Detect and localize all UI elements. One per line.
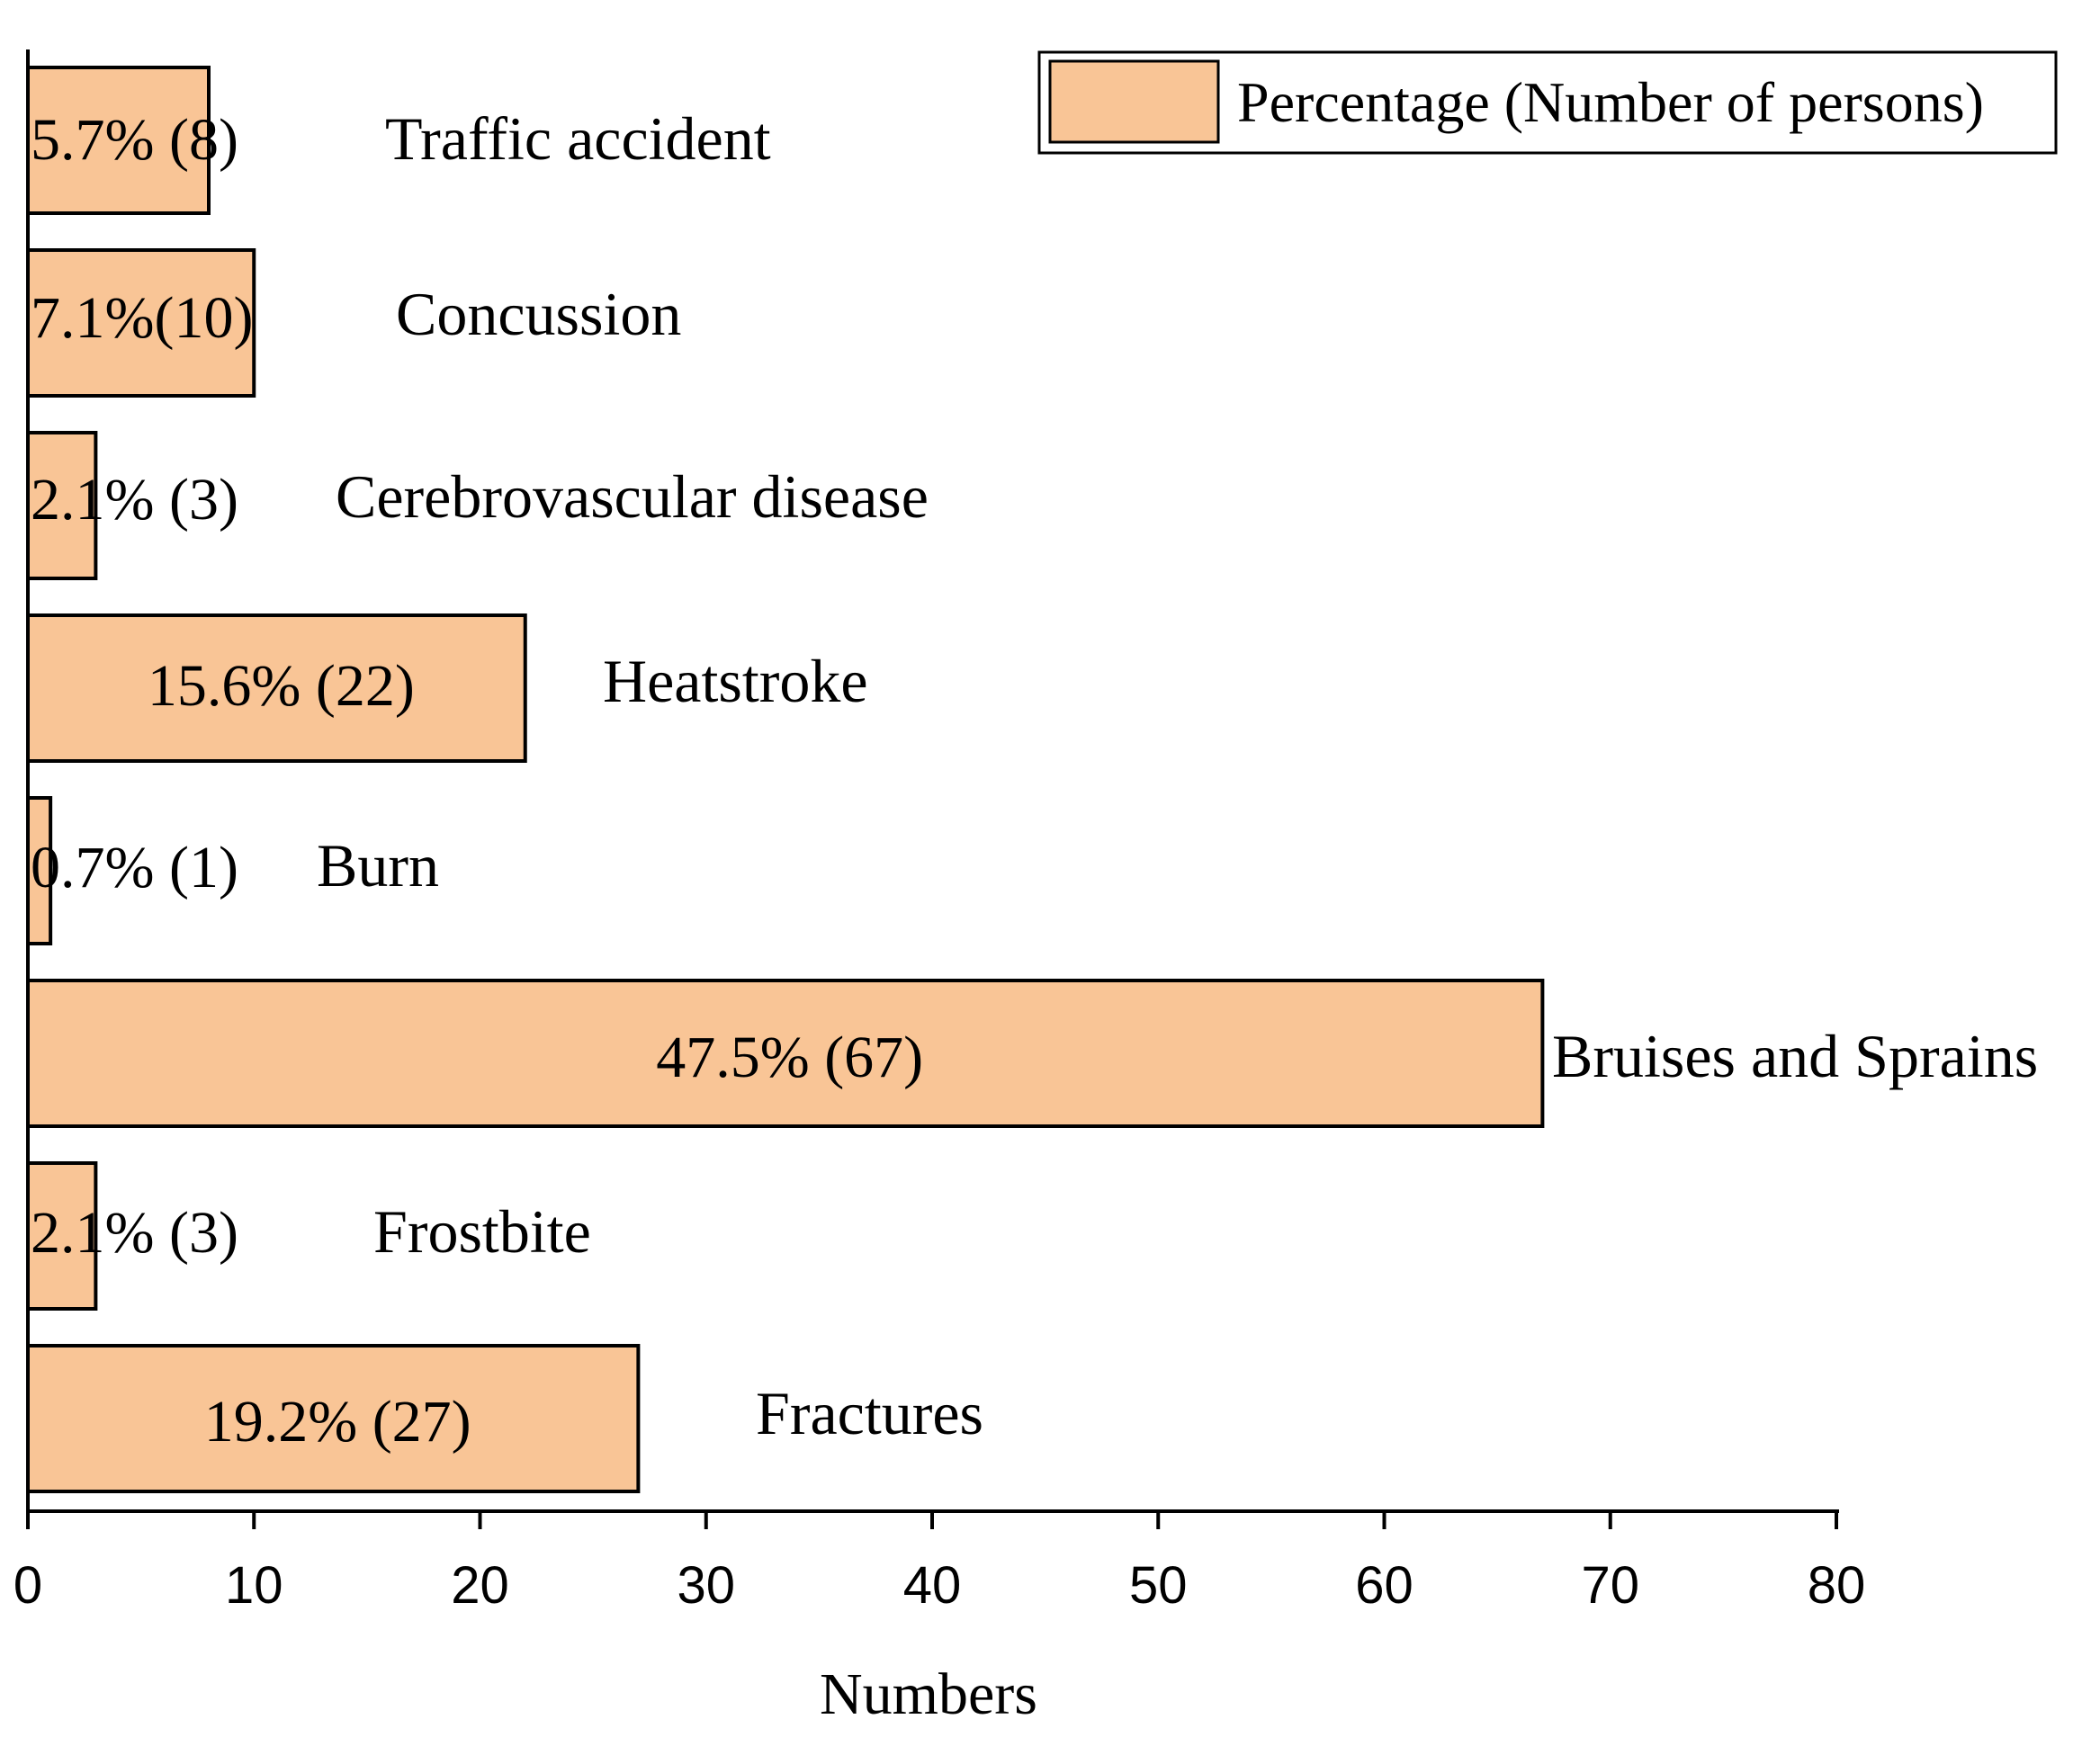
category-label: Concussion: [396, 280, 681, 348]
bar-bruises-and-sprains: [26, 979, 1545, 1128]
data-label: 0.7% (1): [31, 835, 238, 900]
data-label: 47.5% (67): [656, 1025, 923, 1090]
category-label: Cerebrovascular disease: [336, 462, 929, 531]
data-label: 19.2% (27): [204, 1389, 471, 1455]
x-tick-label: 20: [451, 1556, 509, 1615]
x-tick-label: 70: [1581, 1556, 1639, 1615]
x-ticks-group: 0 10 20 30 40 50 60 70 80: [13, 1511, 1865, 1615]
bar-burn: [26, 796, 53, 945]
data-labels-group: 5.7% (8) 7.1%(10) 2.1% (3) 15.6% (22) 0.7% (…: [31, 107, 923, 1455]
bar-frostbite: [26, 1161, 98, 1311]
data-label: 5.7% (8): [31, 107, 238, 173]
x-tick-label: 60: [1355, 1556, 1413, 1615]
legend-swatch: [1048, 59, 1220, 144]
bar-traffic-accident: [26, 66, 211, 215]
category-label: Frostbite: [373, 1197, 591, 1266]
category-label: Fractures: [756, 1379, 983, 1447]
bar-concussion: [26, 248, 256, 398]
data-label: 15.6% (22): [148, 653, 415, 719]
x-tick-label: 50: [1129, 1556, 1188, 1615]
x-tick-label: 30: [677, 1556, 735, 1615]
category-labels-group: Traffic accident Concussion Cerebrovascula…: [317, 104, 2038, 1447]
data-label: 2.1% (3): [31, 1200, 238, 1266]
data-label: 2.1% (3): [31, 467, 238, 533]
category-label: Burn: [317, 831, 439, 900]
bar-heatstroke: [26, 613, 527, 763]
bar-cerebrovascular-disease: [26, 431, 98, 580]
x-tick-label: 0: [13, 1556, 42, 1615]
axes-group: [26, 49, 1839, 1513]
x-tick-label: 40: [903, 1556, 962, 1615]
category-label: Heatstroke: [603, 647, 868, 715]
x-axis-label: Numbers: [820, 1661, 1037, 1727]
category-label: Bruises and Sprains: [1552, 1022, 2038, 1090]
data-label: 7.1%(10): [31, 285, 253, 351]
x-tick-label: 80: [1808, 1556, 1866, 1615]
category-label: Traffic accident: [385, 104, 771, 173]
x-tick-label: 10: [225, 1556, 283, 1615]
legend-label: Percentage (Number of persons): [1237, 70, 1984, 134]
bars-group: [26, 66, 1545, 1493]
legend: Percentage (Number of persons): [1037, 50, 2058, 155]
